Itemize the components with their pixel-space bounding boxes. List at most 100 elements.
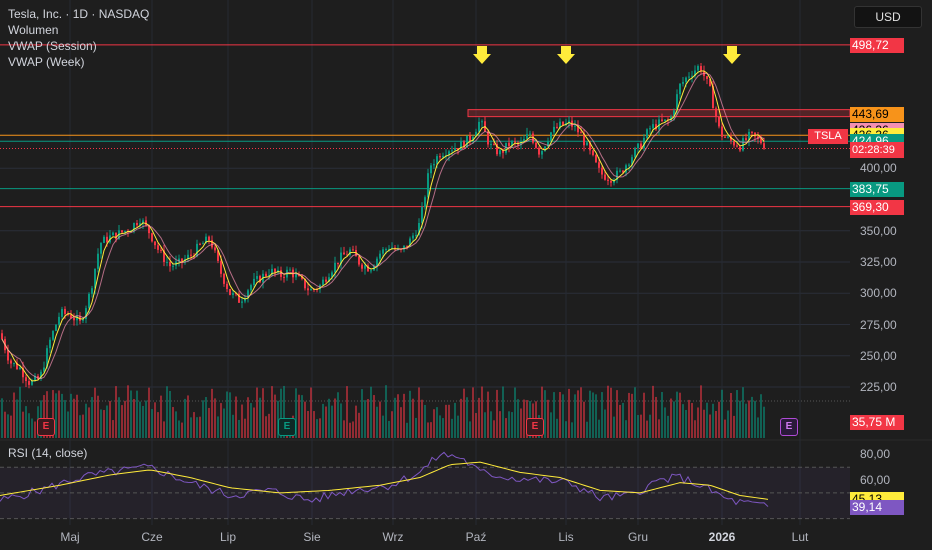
candle-body (85, 308, 87, 320)
volume-bar (196, 417, 198, 438)
candle-body (601, 167, 603, 175)
price-pane (0, 0, 932, 440)
candle-body (7, 350, 9, 361)
volume-bar (592, 392, 594, 438)
volume-bar (430, 422, 432, 438)
volume-bar (466, 397, 468, 438)
earnings-icon[interactable]: E (37, 418, 55, 436)
rsi-title[interactable]: RSI (14, close) (8, 446, 88, 460)
candle-body (526, 134, 528, 139)
volume-bar (556, 418, 558, 438)
candle-body (58, 316, 60, 325)
earnings-icon[interactable]: E (780, 418, 798, 436)
candle-body (271, 268, 273, 275)
volume-bar (721, 389, 723, 438)
volume-bar (343, 420, 345, 438)
volume-bar (91, 397, 93, 438)
indicator-vwap-week[interactable]: VWAP (Week) (8, 55, 85, 69)
candle-body (544, 146, 546, 151)
earnings-icon[interactable]: E (278, 418, 296, 436)
volume-bar (610, 387, 612, 438)
volume-bar (454, 402, 456, 438)
volume-bar (73, 398, 75, 438)
time-axis-label: 2026 (708, 530, 736, 544)
currency-button[interactable]: USD (854, 6, 922, 28)
volume-bar (31, 418, 33, 438)
volume-bar (568, 388, 570, 438)
candle-body (73, 318, 75, 321)
volume-bar (385, 385, 387, 438)
candle-body (427, 173, 429, 198)
indicator-volume[interactable]: Wolumen (8, 23, 59, 37)
indicator-vwap-session[interactable]: VWAP (Session) (8, 39, 97, 53)
volume-bar (127, 385, 129, 438)
volume-bar (121, 405, 123, 438)
volume-bar (736, 390, 738, 438)
candle-body (619, 170, 621, 172)
volume-bar (565, 421, 567, 438)
volume-bar (658, 419, 660, 438)
volume-bar (151, 409, 153, 438)
candle-body (691, 75, 693, 77)
volume-bar (706, 402, 708, 438)
candle-body (337, 262, 339, 265)
candle-body (706, 76, 708, 79)
volume-bar (226, 391, 228, 438)
candle-body (196, 243, 198, 257)
candle-body (268, 274, 270, 276)
candle-body (259, 276, 261, 283)
volume-bar (412, 398, 414, 438)
volume-bar (508, 411, 510, 438)
candle-body (646, 129, 648, 138)
volume-bar (55, 393, 57, 438)
candle-body (631, 157, 633, 165)
volume-bar (79, 415, 81, 438)
volume-bar (169, 390, 171, 438)
candle-body (325, 279, 327, 282)
candle-body (628, 164, 630, 166)
candle-body (433, 164, 435, 166)
volume-bar (523, 399, 525, 438)
volume-bar (484, 412, 486, 438)
volume-bar (682, 404, 684, 438)
volume-bar (643, 392, 645, 438)
candle-body (715, 108, 717, 117)
candle-body (232, 293, 234, 295)
candle-body (640, 143, 642, 149)
volume-bar (4, 411, 6, 438)
candle-body (265, 273, 267, 276)
candle-body (112, 232, 114, 236)
volume-bar (337, 392, 339, 438)
candle-body (412, 235, 414, 239)
volume-bar (19, 386, 21, 438)
rsi-axis-label: 80,00 (860, 447, 891, 462)
volume-bar (229, 392, 231, 438)
volume-bar (259, 397, 261, 438)
candle-body (181, 258, 183, 263)
volume-bar (700, 385, 702, 438)
volume-bar (604, 409, 606, 438)
candle-body (670, 116, 672, 121)
volume-bar (382, 415, 384, 438)
candle-body (388, 248, 390, 250)
candle-body (100, 242, 102, 254)
volume-bar (64, 400, 66, 438)
volume-bar (754, 400, 756, 438)
volume-bar (433, 409, 435, 438)
volume-bar (616, 390, 618, 438)
earnings-icon[interactable]: E (526, 418, 544, 436)
volume-bar (160, 395, 162, 438)
candle-body (34, 375, 36, 381)
price-axis-label: 250,00 (860, 348, 897, 363)
volume-bar (109, 401, 111, 438)
candle-body (451, 150, 453, 152)
candle-body (709, 78, 711, 87)
volume-bar (316, 419, 318, 438)
volume-bar (730, 392, 732, 438)
volume-bar (388, 420, 390, 438)
candle-body (364, 265, 366, 269)
volume-bar (298, 394, 300, 438)
candle-body (370, 270, 372, 272)
candle-body (304, 278, 306, 289)
